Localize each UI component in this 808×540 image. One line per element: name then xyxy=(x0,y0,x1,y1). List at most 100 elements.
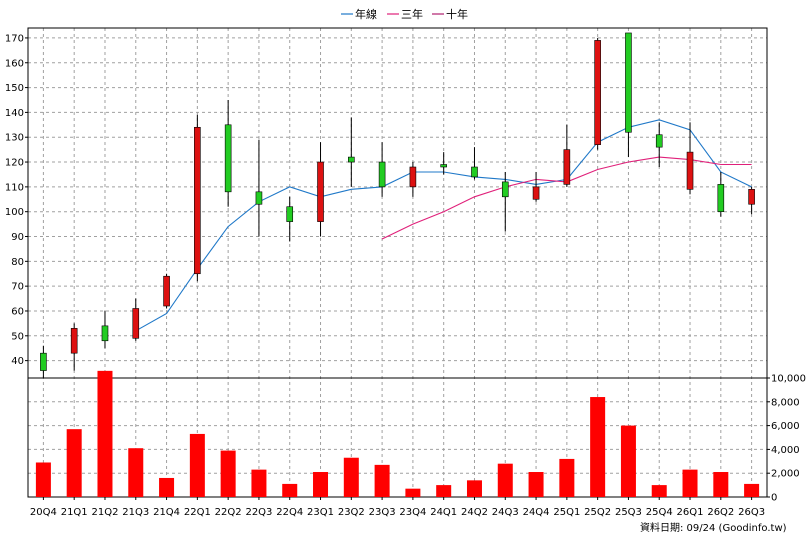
x-tick-label: 23Q1 xyxy=(307,507,334,518)
x-tick-label: 22Q1 xyxy=(184,507,211,518)
price-tick-label: 60 xyxy=(11,306,24,317)
x-tick-label: 21Q2 xyxy=(91,507,118,518)
x-tick-label: 24Q2 xyxy=(461,507,488,518)
volume-bar xyxy=(343,457,359,497)
volume-bar xyxy=(405,488,421,497)
candle-body xyxy=(501,181,509,198)
volume-bar xyxy=(66,429,82,497)
x-tick-label: 23Q3 xyxy=(369,507,396,518)
candle-body xyxy=(255,191,263,205)
volume-bar xyxy=(282,483,298,497)
price-tick-label: 140 xyxy=(5,108,24,119)
x-tick-label: 23Q4 xyxy=(399,507,426,518)
candle-body xyxy=(132,308,140,339)
x-tick-label: 21Q3 xyxy=(122,507,149,518)
volume-bar xyxy=(35,462,51,497)
candle-body xyxy=(748,189,755,205)
volume-bar xyxy=(651,485,667,497)
price-tick-label: 50 xyxy=(11,331,24,342)
candle-body xyxy=(717,184,725,212)
price-tick-label: 170 xyxy=(5,33,24,44)
x-tick-label: 26Q1 xyxy=(677,507,704,518)
volume-bar xyxy=(128,448,144,497)
volume-tick-label: 0 xyxy=(771,493,777,504)
legend-label-10y: 十年 xyxy=(446,7,468,21)
volume-tick-label: 4,000 xyxy=(771,445,800,456)
x-tick-label: 24Q3 xyxy=(492,507,519,518)
x-tick-label: 25Q2 xyxy=(584,507,611,518)
candle-body xyxy=(70,328,78,354)
volume-bar xyxy=(620,425,636,497)
x-axis: 20Q4 21Q1 21Q2 21Q3 21Q4 22Q1 22Q2 22Q3 22Q4 23Q1… xyxy=(30,497,765,518)
price-tick-label: 150 xyxy=(5,83,24,94)
x-tick-label: 22Q2 xyxy=(215,507,242,518)
candlesticks xyxy=(40,32,755,378)
x-tick-label: 22Q4 xyxy=(276,507,303,518)
volume-bar xyxy=(313,472,329,497)
x-tick-label: 21Q4 xyxy=(153,507,180,518)
x-tick-label: 24Q4 xyxy=(523,507,550,518)
candle-body xyxy=(378,161,386,188)
candle-body xyxy=(194,126,201,275)
volume-bar xyxy=(374,464,390,497)
candle-body xyxy=(224,124,232,193)
candle-body xyxy=(625,32,632,133)
x-tick-label: 22Q3 xyxy=(245,507,272,518)
x-tick-label: 26Q2 xyxy=(707,507,734,518)
volume-bar xyxy=(97,370,113,497)
price-tick-label: 130 xyxy=(5,133,24,144)
x-tick-label: 26Q3 xyxy=(738,507,765,518)
x-tick-label: 25Q3 xyxy=(615,507,642,518)
volume-axis: 0 2,000 4,000 6,000 8,000 10,000 xyxy=(767,374,806,504)
volume-bar xyxy=(189,433,205,497)
volume-tick-label: 8,000 xyxy=(771,397,800,408)
candle-body xyxy=(286,206,294,222)
volume-bar xyxy=(220,450,236,497)
x-tick-label: 21Q1 xyxy=(61,507,88,518)
volume-tick-label: 6,000 xyxy=(771,421,800,432)
volume-bar xyxy=(466,480,482,497)
candle-body xyxy=(163,275,170,307)
x-tick-label: 25Q4 xyxy=(646,507,673,518)
candle-body xyxy=(348,156,355,163)
volume-bar xyxy=(528,472,544,497)
price-tick-label: 70 xyxy=(11,282,24,293)
candle-body xyxy=(440,164,447,168)
price-tick-label: 100 xyxy=(5,207,24,218)
volume-bar xyxy=(559,458,575,497)
candle-body xyxy=(471,166,478,178)
price-tick-label: 40 xyxy=(11,356,24,367)
chart-legend: 年線 三年 十年 xyxy=(341,7,468,21)
volume-bar xyxy=(744,483,760,497)
volume-bar xyxy=(682,469,698,497)
price-tick-label: 90 xyxy=(11,232,24,243)
candle-body xyxy=(101,325,109,342)
candle-body xyxy=(563,149,571,185)
price-tick-label: 160 xyxy=(5,58,24,69)
volume-panel-frame xyxy=(27,377,768,498)
candle-body xyxy=(40,352,47,371)
candle-body xyxy=(655,134,663,148)
volume-bars xyxy=(35,370,760,497)
price-tick-label: 110 xyxy=(5,182,24,193)
price-tick-label: 80 xyxy=(11,257,24,268)
volume-bar xyxy=(590,397,606,497)
x-tick-label: 25Q1 xyxy=(553,507,580,518)
legend-label-annual: 年線 xyxy=(355,7,377,21)
x-tick-label: 23Q2 xyxy=(338,507,365,518)
x-tick-label: 24Q1 xyxy=(430,507,457,518)
volume-bar xyxy=(713,472,729,497)
candle-body xyxy=(317,161,324,222)
x-tick-label: 20Q4 xyxy=(30,507,57,518)
price-tick-label: 120 xyxy=(5,158,24,169)
volume-bar xyxy=(436,485,452,497)
volume-bar xyxy=(159,477,175,497)
candle-body xyxy=(532,186,540,200)
candle-body xyxy=(594,40,601,145)
legend-label-3y: 三年 xyxy=(401,7,423,21)
volume-tick-label: 2,000 xyxy=(771,469,800,480)
volume-bar xyxy=(251,469,267,497)
candle-body xyxy=(409,166,417,188)
price-axis: 40 50 60 70 80 90 100 110 120 130 140 150 160 170 xyxy=(5,33,28,367)
